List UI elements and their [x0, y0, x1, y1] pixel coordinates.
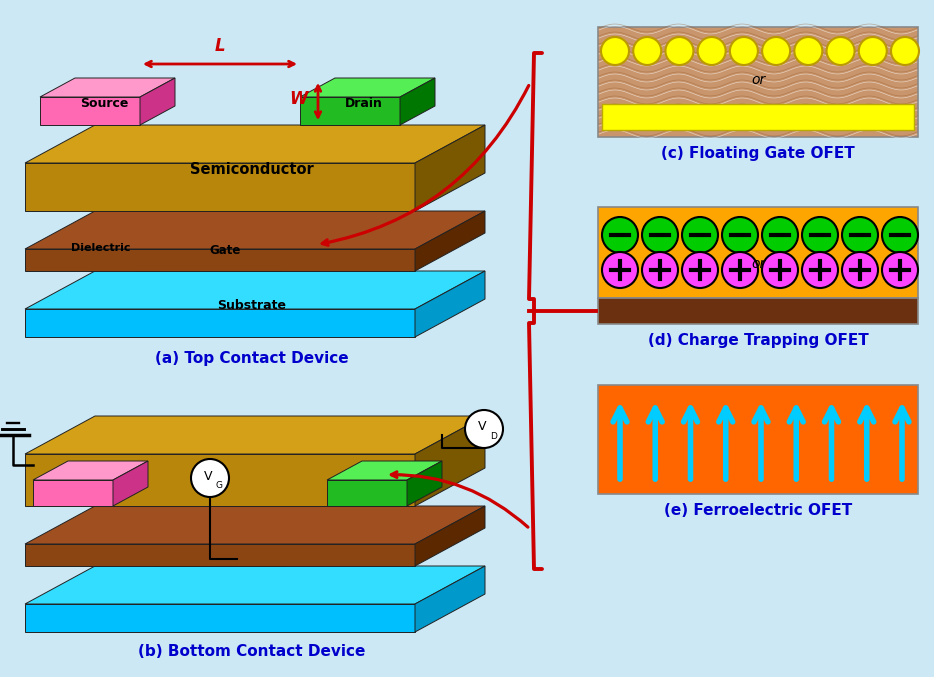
Text: L: L	[215, 37, 225, 55]
Circle shape	[642, 217, 678, 253]
Polygon shape	[140, 78, 175, 125]
Circle shape	[722, 252, 758, 288]
Circle shape	[191, 459, 229, 497]
Polygon shape	[40, 97, 140, 125]
Circle shape	[601, 37, 629, 65]
Polygon shape	[155, 546, 285, 566]
Circle shape	[762, 252, 798, 288]
Polygon shape	[415, 125, 485, 211]
Bar	[598, 385, 918, 494]
Polygon shape	[327, 480, 407, 506]
Polygon shape	[33, 461, 148, 480]
Polygon shape	[40, 78, 175, 97]
Circle shape	[465, 410, 503, 448]
Text: (b) Bottom Contact Device: (b) Bottom Contact Device	[138, 644, 365, 659]
Circle shape	[762, 37, 790, 65]
Circle shape	[665, 37, 693, 65]
Polygon shape	[285, 524, 327, 566]
Text: (e) Ferroelectric OFET: (e) Ferroelectric OFET	[664, 503, 852, 518]
Circle shape	[827, 37, 855, 65]
Text: Gate: Gate	[209, 244, 241, 257]
Polygon shape	[33, 480, 113, 506]
Polygon shape	[415, 211, 485, 271]
Polygon shape	[25, 566, 485, 604]
Text: Source: Source	[79, 97, 128, 110]
Polygon shape	[25, 249, 415, 271]
Text: or: or	[751, 74, 765, 87]
Circle shape	[842, 252, 878, 288]
Text: (c) Floating Gate OFET: (c) Floating Gate OFET	[661, 146, 855, 161]
Text: Drain: Drain	[345, 97, 383, 110]
Circle shape	[842, 217, 878, 253]
Polygon shape	[25, 416, 485, 454]
Polygon shape	[327, 461, 442, 480]
Circle shape	[794, 37, 822, 65]
Polygon shape	[25, 309, 415, 337]
Polygon shape	[415, 566, 485, 632]
Circle shape	[642, 252, 678, 288]
Bar	[602, 104, 914, 130]
Text: (a) Top Contact Device: (a) Top Contact Device	[155, 351, 348, 366]
Polygon shape	[25, 125, 485, 163]
Polygon shape	[25, 211, 485, 249]
Polygon shape	[300, 78, 435, 97]
Circle shape	[882, 217, 918, 253]
Polygon shape	[135, 249, 280, 271]
Bar	[598, 27, 918, 137]
Circle shape	[802, 217, 838, 253]
Polygon shape	[155, 524, 327, 546]
Polygon shape	[300, 97, 400, 125]
Polygon shape	[415, 416, 485, 506]
Circle shape	[682, 217, 718, 253]
Circle shape	[602, 217, 638, 253]
Polygon shape	[280, 225, 325, 271]
Text: (d) Charge Trapping OFET: (d) Charge Trapping OFET	[647, 333, 869, 348]
Polygon shape	[407, 461, 442, 506]
Circle shape	[602, 252, 638, 288]
Polygon shape	[25, 604, 415, 632]
Bar	[598, 207, 918, 298]
Circle shape	[722, 217, 758, 253]
Polygon shape	[415, 271, 485, 337]
Text: Semiconductor: Semiconductor	[190, 162, 314, 177]
Circle shape	[882, 252, 918, 288]
Circle shape	[698, 37, 726, 65]
Polygon shape	[25, 454, 415, 506]
Circle shape	[802, 252, 838, 288]
Text: Substrate: Substrate	[217, 299, 286, 312]
Circle shape	[682, 252, 718, 288]
Text: or: or	[751, 257, 765, 271]
Polygon shape	[135, 225, 325, 249]
Bar	[598, 298, 918, 324]
Polygon shape	[25, 544, 415, 566]
Text: D: D	[490, 432, 497, 441]
Polygon shape	[113, 461, 148, 506]
Text: W: W	[290, 91, 308, 108]
Polygon shape	[25, 271, 485, 309]
Text: Dielectric: Dielectric	[71, 242, 131, 253]
Circle shape	[729, 37, 757, 65]
Text: V: V	[478, 420, 487, 433]
Circle shape	[633, 37, 661, 65]
Polygon shape	[25, 163, 415, 211]
Polygon shape	[400, 78, 435, 125]
Polygon shape	[415, 506, 485, 566]
Circle shape	[762, 217, 798, 253]
Circle shape	[858, 37, 886, 65]
Text: G: G	[216, 481, 223, 490]
Polygon shape	[25, 506, 485, 544]
Text: V: V	[204, 470, 212, 483]
Circle shape	[891, 37, 919, 65]
